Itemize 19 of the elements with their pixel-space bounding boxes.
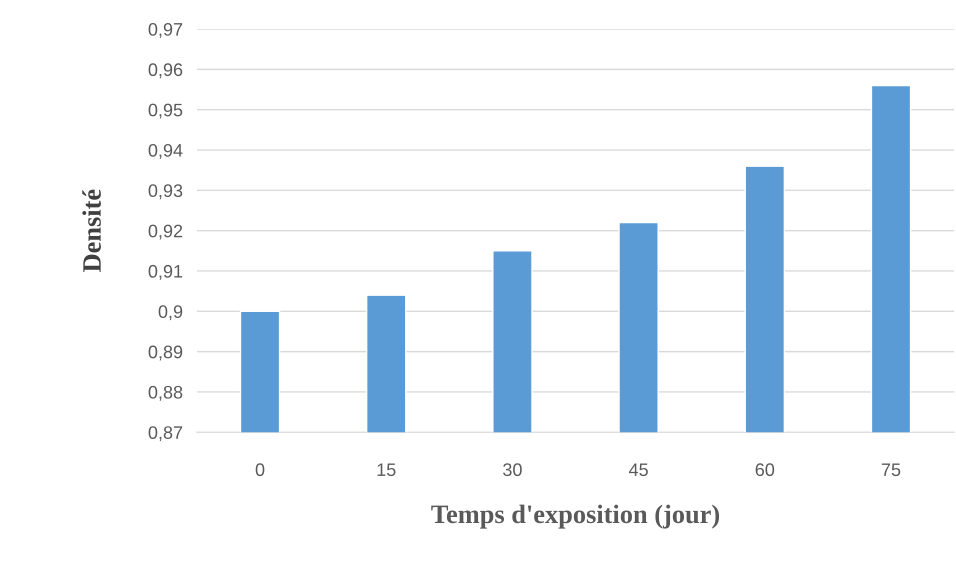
x-tick-label: 45 xyxy=(628,463,648,476)
x-tick-label: 75 xyxy=(882,463,900,476)
y-tick-label: 0,91 xyxy=(148,264,182,280)
x-tick-label: 30 xyxy=(503,463,522,476)
y-tick-label: 0,95 xyxy=(148,104,182,119)
y-tick-label: 0,89 xyxy=(148,346,182,360)
y-tick-label: 0,94 xyxy=(148,144,183,159)
y-tick-label: 0,93 xyxy=(148,184,182,200)
y-tick-label: 0,88 xyxy=(148,386,182,401)
x-tick-label: 15 xyxy=(378,463,396,476)
y-axis-title: Densité xyxy=(82,190,101,272)
x-axis-title: Temps d'exposition (jour) xyxy=(431,504,720,529)
x-tick-label: 0 xyxy=(256,463,264,476)
y-tick-label: 0,87 xyxy=(148,426,182,442)
y-tick-label: 0,96 xyxy=(148,63,182,78)
y-tick-label: 0,97 xyxy=(148,22,182,38)
y-tick-label: 0,9 xyxy=(158,305,182,320)
y-tick-label: 0,92 xyxy=(148,224,182,240)
x-tick-label: 60 xyxy=(756,463,774,476)
